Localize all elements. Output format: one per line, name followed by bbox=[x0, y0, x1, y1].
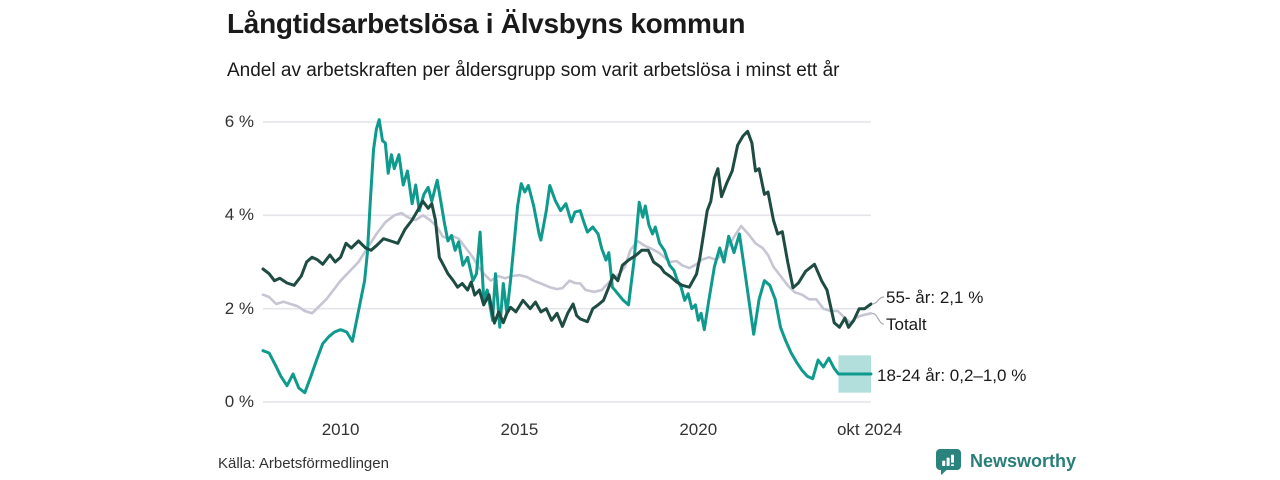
series-line-totalt bbox=[261, 211, 873, 325]
source-note: Källa: Arbetsförmedlingen bbox=[218, 455, 389, 472]
label-connector-55-plus bbox=[871, 296, 885, 305]
series-label-total: Totalt bbox=[886, 315, 927, 334]
series-line-18-24-r bbox=[261, 118, 873, 395]
x-tick-label: okt 2024 bbox=[836, 420, 903, 439]
series-label-18-24: 18-24 år: 0,2–1,0 % bbox=[877, 366, 1027, 385]
y-tick-label: 0 % bbox=[224, 392, 254, 411]
y-tick-label: 2 % bbox=[224, 298, 254, 318]
newsworthy-logo-text: Newsworthy bbox=[970, 451, 1077, 471]
series-label-55-plus: 55- år: 2,1 % bbox=[886, 288, 984, 307]
y-tick-label: 6 % bbox=[224, 112, 254, 131]
y-tick-label: 4 % bbox=[224, 205, 254, 225]
newsworthy-logo-icon bbox=[936, 449, 961, 475]
series-line-55-r bbox=[261, 129, 873, 329]
x-tick-label: 2015 bbox=[500, 420, 539, 439]
label-connector-total bbox=[871, 312, 885, 325]
chart-title: Långtidsarbetslösa i Älvsbyns kommun bbox=[227, 8, 746, 39]
newsworthy-logo: Newsworthy bbox=[935, 448, 1076, 475]
chart-subtitle: Andel av arbetskraften per åldersgrupp s… bbox=[227, 60, 840, 81]
x-tick-label: 2020 bbox=[679, 420, 718, 439]
x-tick-label: 2010 bbox=[321, 420, 360, 439]
